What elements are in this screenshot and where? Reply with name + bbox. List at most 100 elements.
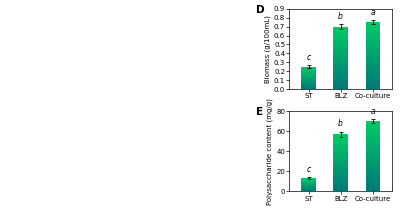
Bar (366, 60, 380, 61)
Bar (366, 129, 380, 130)
Bar (366, 140, 380, 141)
Bar (334, 151, 348, 152)
Bar (334, 43, 348, 44)
Bar (334, 88, 348, 89)
Bar (366, 42, 380, 43)
Bar (334, 159, 348, 160)
Bar (366, 170, 380, 171)
Bar (366, 88, 380, 89)
Bar (334, 173, 348, 174)
Bar (334, 139, 348, 140)
Bar (366, 157, 380, 158)
Bar (334, 178, 348, 179)
Bar (366, 144, 380, 145)
Bar (334, 80, 348, 81)
Bar (334, 86, 348, 87)
Bar (366, 65, 380, 66)
Bar (366, 150, 380, 151)
Bar (334, 87, 348, 88)
Bar (366, 142, 380, 143)
Bar (334, 169, 348, 170)
Bar (366, 184, 380, 185)
Bar (366, 33, 380, 34)
Bar (334, 155, 348, 156)
Bar (366, 125, 380, 126)
Bar (334, 85, 348, 86)
Bar (334, 183, 348, 184)
Bar (366, 87, 380, 88)
Bar (334, 58, 348, 59)
Bar (334, 71, 348, 72)
Bar (366, 122, 380, 123)
Bar (366, 48, 380, 49)
Bar (334, 180, 348, 181)
Bar (366, 182, 380, 183)
Bar (334, 35, 348, 36)
Bar (334, 56, 348, 57)
Bar (366, 163, 380, 164)
Bar (334, 69, 348, 70)
Bar (334, 38, 348, 39)
Bar (334, 64, 348, 65)
Bar (334, 153, 348, 154)
Bar (334, 75, 348, 76)
Bar (334, 77, 348, 78)
Bar (366, 73, 380, 74)
Bar (366, 41, 380, 42)
Bar (334, 160, 348, 161)
Bar (366, 151, 380, 152)
Bar (366, 56, 380, 57)
Bar (301, 88, 316, 89)
Bar (334, 140, 348, 141)
Bar (334, 45, 348, 46)
Bar (334, 163, 348, 164)
Bar (334, 72, 348, 73)
Bar (334, 142, 348, 143)
Bar (366, 123, 380, 124)
Bar (366, 148, 380, 149)
Bar (334, 82, 348, 83)
Bar (334, 179, 348, 180)
Bar (334, 74, 348, 75)
Bar (334, 161, 348, 162)
Bar (366, 171, 380, 172)
Bar (366, 67, 380, 68)
Bar (366, 181, 380, 182)
Bar (334, 136, 348, 137)
Bar (334, 68, 348, 69)
Bar (366, 136, 380, 137)
Bar (366, 36, 380, 37)
Bar (334, 187, 348, 188)
Bar (334, 62, 348, 63)
Bar (366, 186, 380, 187)
Bar (366, 155, 380, 156)
Bar (334, 65, 348, 66)
Bar (366, 80, 380, 81)
Bar (334, 189, 348, 190)
Bar (366, 31, 380, 32)
Bar (334, 73, 348, 74)
Bar (334, 47, 348, 48)
Bar (334, 167, 348, 168)
Bar (366, 177, 380, 178)
Bar (366, 143, 380, 144)
Bar (334, 171, 348, 172)
Bar (366, 57, 380, 58)
Bar (301, 76, 316, 77)
Bar (366, 72, 380, 73)
Bar (366, 43, 380, 44)
Bar (301, 81, 316, 82)
Bar (334, 172, 348, 173)
Bar (301, 68, 316, 69)
Bar (366, 183, 380, 184)
Bar (366, 81, 380, 82)
Bar (366, 167, 380, 168)
Bar (366, 128, 380, 129)
Bar (366, 179, 380, 180)
Bar (366, 152, 380, 153)
Bar (334, 174, 348, 175)
Bar (301, 73, 316, 74)
Bar (334, 60, 348, 61)
Bar (334, 168, 348, 169)
Bar (366, 39, 380, 40)
